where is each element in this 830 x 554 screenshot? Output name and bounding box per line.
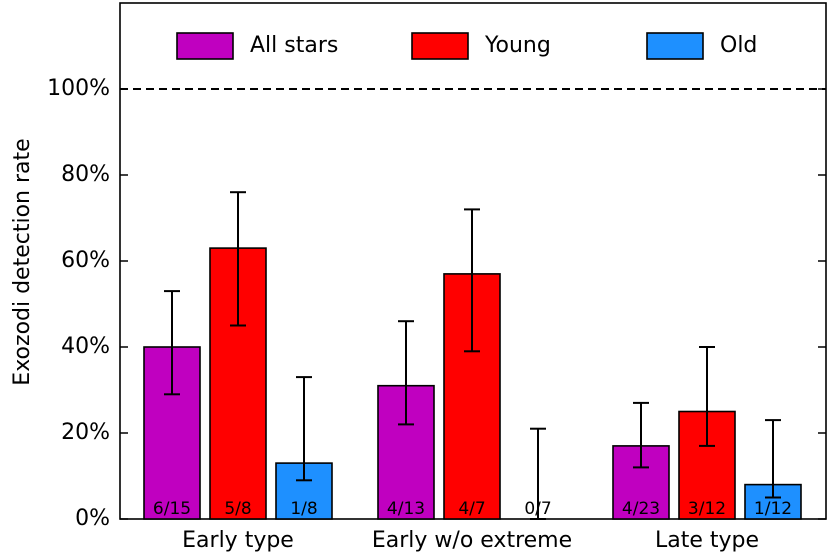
x-category-label: Early type [182, 528, 294, 553]
bar-data-label: 5/8 [224, 499, 251, 519]
bar-data-label: 0/7 [524, 499, 551, 519]
x-category-label: Early w/o extreme [372, 528, 572, 553]
bar-data-label: 6/15 [153, 499, 191, 519]
legend-swatch [176, 32, 234, 60]
bar-data-label: 1/12 [754, 499, 792, 519]
y-tick-label: 60% [61, 248, 110, 273]
y-tick-label: 40% [61, 334, 110, 359]
y-tick-label: 100% [47, 76, 110, 101]
y-tick-label: 20% [61, 420, 110, 445]
bar-data-label: 4/23 [622, 499, 660, 519]
legend-swatch [411, 32, 469, 60]
bar [744, 483, 802, 520]
legend-label: All stars [250, 33, 338, 58]
y-axis-label: Exozodi detection rate [10, 138, 35, 385]
y-tick-label: 80% [61, 162, 110, 187]
bar-data-label: 4/7 [458, 499, 485, 519]
y-tick-label: 0% [75, 506, 110, 531]
legend-label: Old [720, 33, 757, 58]
legend-swatch [646, 32, 704, 60]
bar-data-label: 3/12 [688, 499, 726, 519]
legend-label: Young [484, 33, 551, 58]
bar-data-label: 1/8 [290, 499, 317, 519]
bar-data-label: 4/13 [387, 499, 425, 519]
x-category-label: Late type [655, 528, 759, 553]
